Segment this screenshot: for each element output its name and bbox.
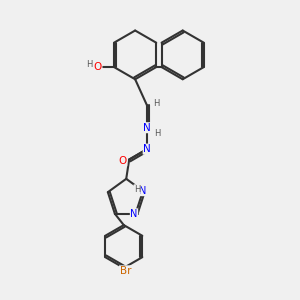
- Text: N: N: [130, 209, 138, 219]
- Text: N: N: [140, 186, 147, 196]
- Text: H: H: [153, 99, 160, 108]
- Text: H: H: [134, 185, 140, 194]
- Text: H: H: [154, 129, 160, 138]
- Text: N: N: [143, 123, 151, 133]
- Text: O: O: [118, 156, 127, 166]
- Text: O: O: [94, 62, 102, 72]
- Text: Br: Br: [119, 266, 131, 276]
- Text: H: H: [86, 60, 92, 69]
- Text: N: N: [143, 144, 151, 154]
